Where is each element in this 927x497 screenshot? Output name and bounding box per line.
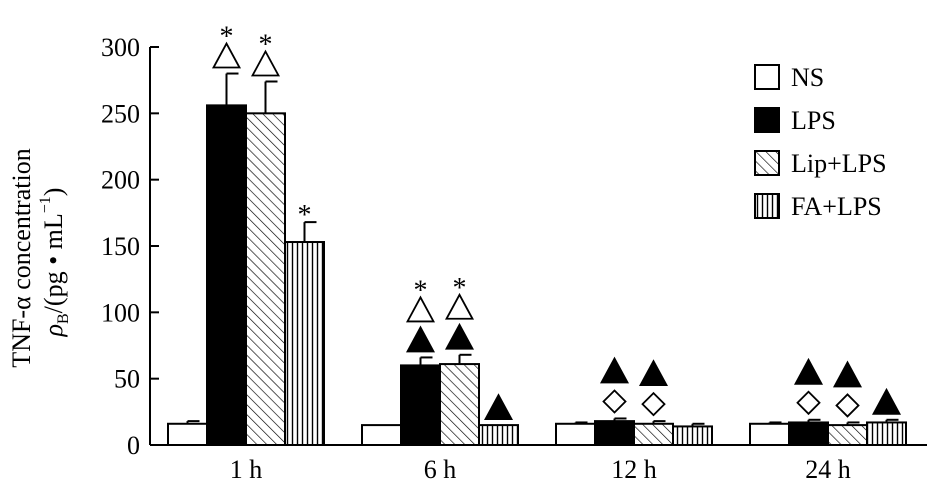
filled-triangle-mark bbox=[483, 393, 514, 421]
legend-swatch bbox=[754, 64, 780, 90]
legend-label: Lip+LPS bbox=[791, 149, 887, 178]
bar bbox=[788, 421, 829, 446]
legend-label: NS bbox=[791, 63, 824, 92]
open-triangle-mark bbox=[444, 292, 475, 320]
asterisk-mark: * bbox=[298, 200, 312, 231]
bar bbox=[555, 422, 596, 447]
y-tick-label: 50 bbox=[114, 365, 140, 394]
y-tick-label: 0 bbox=[127, 431, 140, 460]
y-axis-title-close: ) bbox=[39, 188, 68, 197]
asterisk-mark: * bbox=[453, 273, 467, 304]
bar bbox=[206, 104, 247, 447]
diamond-mark bbox=[641, 391, 666, 417]
filled-triangle-mark bbox=[405, 325, 436, 353]
x-tick-label: 24 h bbox=[805, 455, 851, 484]
open-triangle-mark bbox=[405, 295, 436, 323]
y-tick-label: 250 bbox=[101, 99, 140, 128]
y-axis-title-rho: ρ bbox=[39, 324, 68, 337]
y-axis-title-line2: ρB/(pg • mL−1) bbox=[37, 188, 72, 338]
legend-swatch bbox=[754, 150, 780, 176]
filled-triangle-mark bbox=[832, 360, 863, 388]
x-tick-label: 12 h bbox=[611, 455, 657, 484]
y-tick-label: 150 bbox=[101, 232, 140, 261]
diamond-mark bbox=[602, 389, 627, 414]
legend-swatch bbox=[754, 193, 780, 219]
filled-triangle-mark bbox=[599, 356, 630, 384]
significance-marks: * * * * * bbox=[211, 22, 902, 421]
bar bbox=[594, 420, 635, 446]
y-tick-label: 300 bbox=[101, 33, 140, 62]
legend-label: LPS bbox=[791, 106, 836, 135]
bar bbox=[672, 425, 713, 446]
bar bbox=[439, 363, 480, 446]
bar bbox=[245, 112, 286, 446]
bar bbox=[167, 422, 208, 447]
filled-triangle-mark bbox=[871, 387, 902, 415]
y-axis-title-line1: TNF-α concentration bbox=[7, 148, 36, 367]
y-axis-title-sub: B bbox=[55, 313, 72, 324]
bar bbox=[866, 421, 907, 446]
diamond-mark bbox=[835, 393, 860, 418]
y-axis-title: TNF-α concentration ρB/(pg • mL−1) bbox=[7, 148, 72, 367]
x-tick-label: 6 h bbox=[424, 455, 457, 484]
y-axis-title-sup: −1 bbox=[37, 196, 54, 213]
bar bbox=[633, 422, 674, 447]
legend: NS LPS Lip+LPS FA+LPS bbox=[754, 63, 887, 221]
open-triangle-mark bbox=[211, 41, 242, 69]
legend-swatch bbox=[754, 107, 780, 133]
asterisk-mark: * bbox=[414, 275, 428, 306]
diamond-mark bbox=[796, 390, 821, 416]
filled-triangle-mark bbox=[793, 357, 824, 385]
bar bbox=[827, 424, 868, 447]
y-tick-label: 200 bbox=[101, 166, 140, 195]
bar bbox=[284, 241, 325, 446]
y-axis-title-units: /(pg • mL bbox=[39, 213, 68, 313]
asterisk-mark: * bbox=[259, 29, 273, 60]
legend-label: FA+LPS bbox=[791, 192, 882, 221]
open-triangle-mark bbox=[250, 49, 281, 77]
asterisk-mark: * bbox=[220, 22, 234, 53]
y-tick-label: 100 bbox=[101, 298, 140, 327]
x-tick-label: 1 h bbox=[230, 455, 263, 484]
filled-triangle-mark bbox=[638, 359, 669, 387]
axes: 0 50 100 150 200 250 300 bbox=[101, 33, 927, 460]
bars: 1 h 6 h 12 h 24 h bbox=[167, 72, 907, 484]
filled-triangle-mark bbox=[444, 322, 475, 350]
bar bbox=[749, 422, 790, 447]
bar bbox=[361, 424, 402, 447]
bar bbox=[478, 424, 519, 447]
bar bbox=[400, 364, 441, 446]
